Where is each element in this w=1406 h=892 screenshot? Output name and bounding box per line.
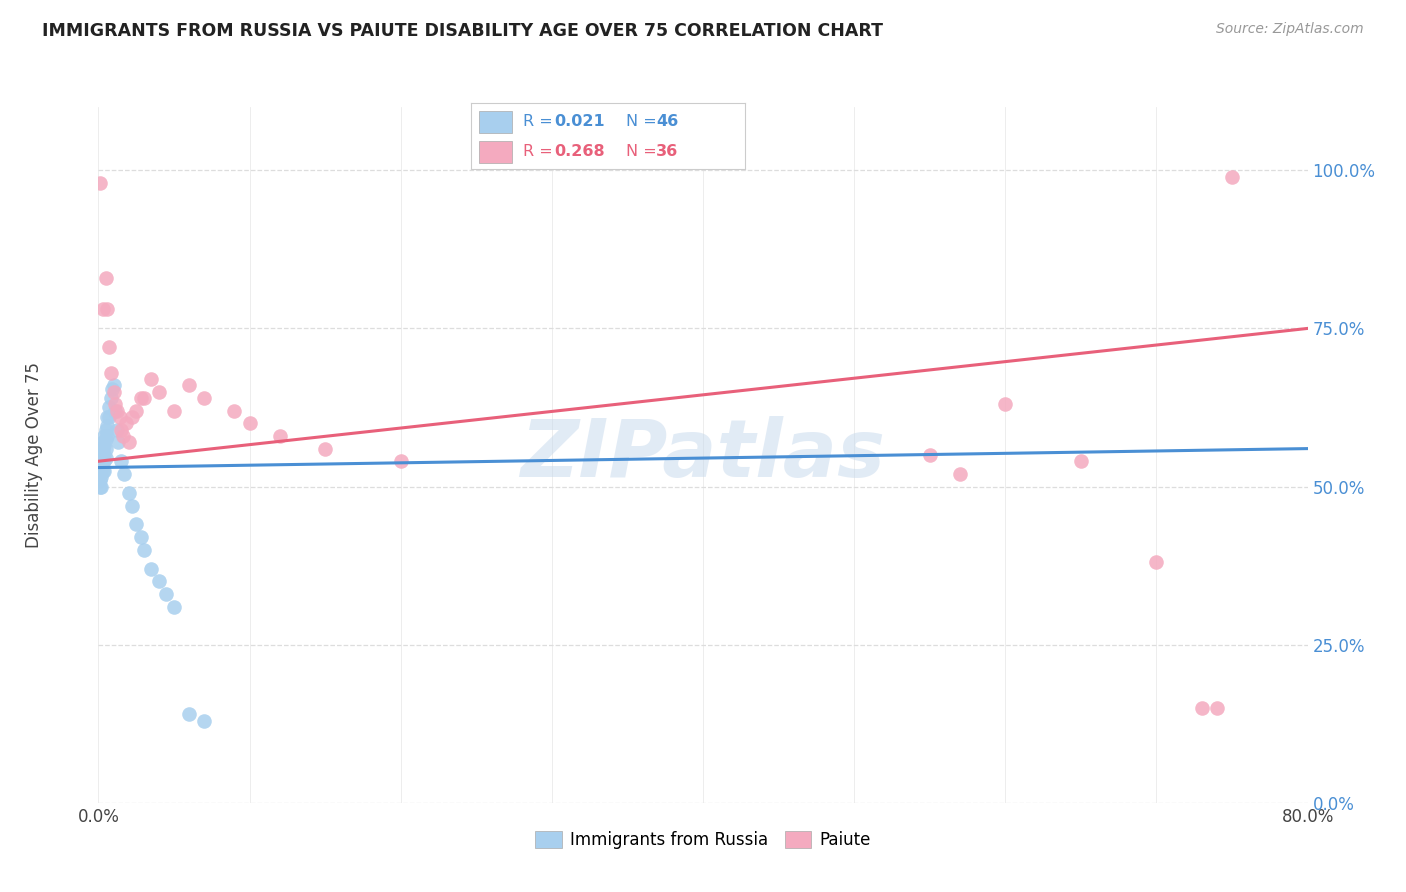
Point <box>163 599 186 614</box>
Text: ZIPatlas: ZIPatlas <box>520 416 886 494</box>
Text: N =: N = <box>626 114 662 128</box>
Point <box>918 448 941 462</box>
Point <box>193 391 215 405</box>
Point <box>110 454 132 468</box>
Point <box>224 403 246 417</box>
Text: 0.021: 0.021 <box>554 114 605 128</box>
Point <box>96 409 118 424</box>
Point <box>132 542 155 557</box>
Point <box>93 454 115 468</box>
Point <box>1070 454 1092 468</box>
Point <box>155 587 177 601</box>
Point <box>111 429 134 443</box>
Point <box>125 517 148 532</box>
Point <box>1144 556 1167 570</box>
Point <box>103 384 125 399</box>
Point <box>1206 701 1229 715</box>
Text: Source: ZipAtlas.com: Source: ZipAtlas.com <box>1216 22 1364 37</box>
Point <box>1191 701 1213 715</box>
Point <box>91 435 114 450</box>
Point <box>141 562 163 576</box>
Point <box>93 438 115 452</box>
Point <box>100 391 122 405</box>
Point <box>98 340 121 354</box>
Point <box>118 435 141 450</box>
Point <box>110 423 132 437</box>
Point <box>177 378 201 392</box>
Point <box>103 378 125 392</box>
Point <box>994 397 1017 411</box>
Point <box>90 460 112 475</box>
Point <box>94 270 117 285</box>
Point <box>148 384 170 399</box>
Point <box>141 372 163 386</box>
Text: IMMIGRANTS FROM RUSSIA VS PAIUTE DISABILITY AGE OVER 75 CORRELATION CHART: IMMIGRANTS FROM RUSSIA VS PAIUTE DISABIL… <box>42 22 883 40</box>
Text: R =: R = <box>523 114 558 128</box>
Point <box>118 486 141 500</box>
Text: 36: 36 <box>657 144 678 159</box>
Point <box>98 401 121 415</box>
Point <box>93 429 115 443</box>
Point <box>121 409 143 424</box>
Point <box>94 432 117 446</box>
Point <box>121 499 143 513</box>
Point <box>96 419 118 434</box>
Text: 0.268: 0.268 <box>554 144 605 159</box>
Point <box>93 448 115 462</box>
Point <box>108 409 131 424</box>
Point <box>90 470 112 484</box>
Text: R =: R = <box>523 144 558 159</box>
Point <box>114 417 136 431</box>
Point <box>132 391 155 405</box>
Point <box>107 435 129 450</box>
Point <box>112 467 135 481</box>
Point <box>129 530 152 544</box>
Point <box>163 403 186 417</box>
Point <box>101 382 124 396</box>
FancyBboxPatch shape <box>479 141 512 162</box>
Y-axis label: Disability Age Over 75: Disability Age Over 75 <box>25 362 42 548</box>
Point <box>94 442 117 456</box>
Point <box>100 366 122 380</box>
FancyBboxPatch shape <box>479 112 512 133</box>
Point <box>239 417 262 431</box>
Point <box>104 403 127 417</box>
Point <box>314 442 336 456</box>
Point <box>89 176 111 190</box>
Point <box>148 574 170 589</box>
Point <box>96 429 118 443</box>
Point <box>104 397 127 411</box>
Point <box>94 451 117 466</box>
Point <box>91 448 114 462</box>
Point <box>91 454 114 468</box>
Point <box>93 464 115 478</box>
Text: 46: 46 <box>657 114 678 128</box>
Point <box>91 302 114 317</box>
Point <box>125 403 148 417</box>
Point <box>389 454 412 468</box>
Point <box>91 464 114 478</box>
Point <box>94 423 117 437</box>
Point <box>105 423 128 437</box>
Point <box>1220 169 1243 184</box>
Point <box>89 473 111 487</box>
Point <box>177 707 201 722</box>
Point <box>91 442 114 456</box>
Text: N =: N = <box>626 144 662 159</box>
Point <box>89 467 111 481</box>
Point <box>98 409 121 424</box>
Point <box>90 451 112 466</box>
Point <box>90 444 112 458</box>
Legend: Immigrants from Russia, Paiute: Immigrants from Russia, Paiute <box>527 822 879 857</box>
Point <box>129 391 152 405</box>
Point <box>96 302 118 317</box>
Point <box>105 403 128 417</box>
Point <box>193 714 215 728</box>
Point <box>90 479 112 493</box>
Point <box>89 479 111 493</box>
Point <box>269 429 291 443</box>
Point <box>949 467 972 481</box>
